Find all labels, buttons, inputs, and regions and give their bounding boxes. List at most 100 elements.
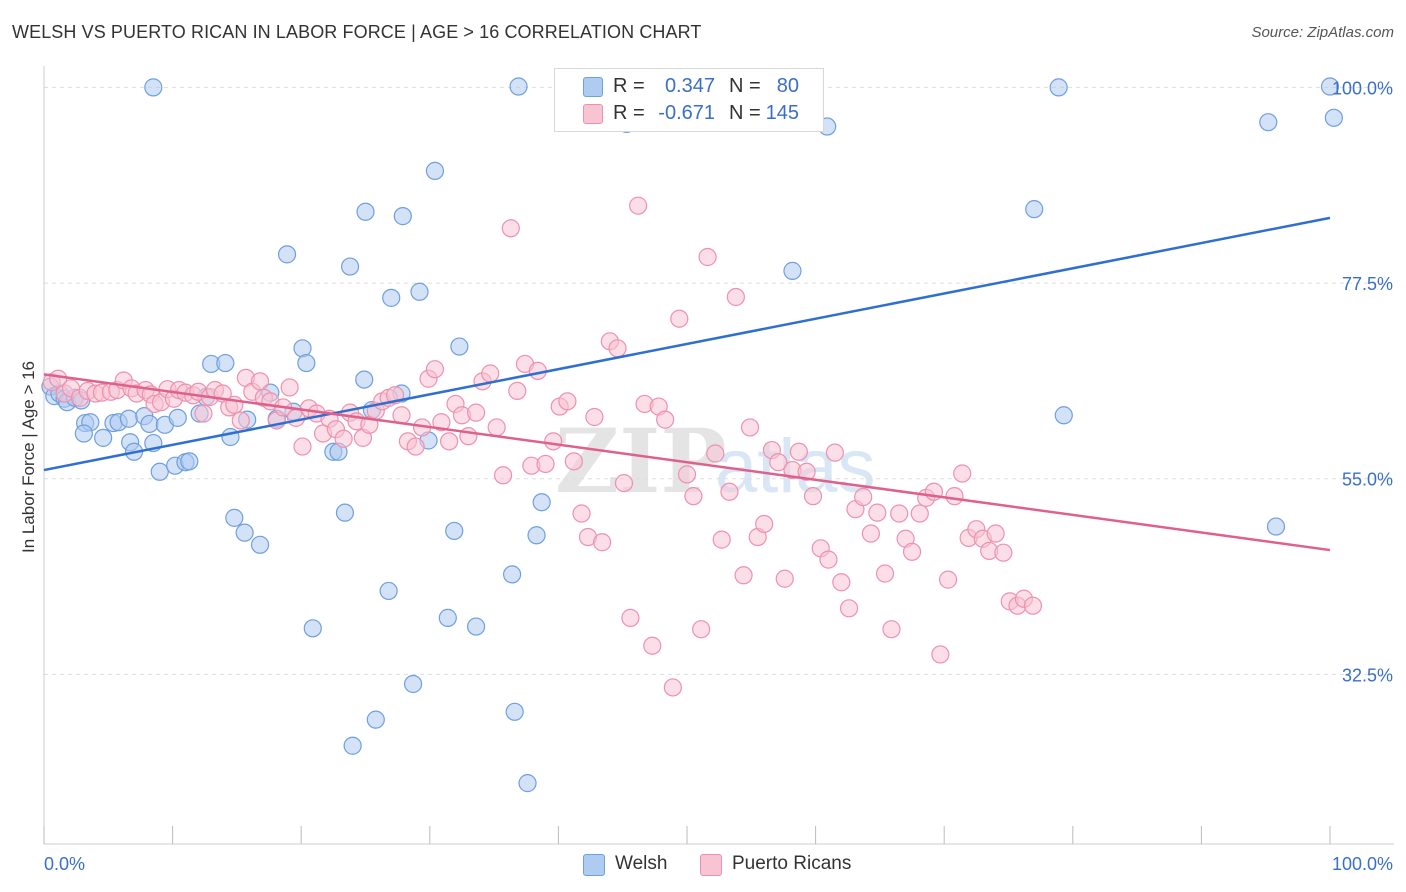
welsh-point	[168, 408, 187, 427]
puerto-rican-point	[692, 620, 711, 639]
puerto-rican-point	[712, 530, 731, 549]
welsh-point	[366, 710, 385, 729]
puerto-rican-point	[608, 339, 627, 358]
puerto-rican-point	[902, 542, 922, 561]
puerto-rican-point	[494, 466, 513, 485]
puerto-rican-point	[432, 413, 451, 432]
welsh-point	[1054, 406, 1073, 425]
puerto-rican-point	[406, 437, 425, 456]
welsh-point	[119, 409, 138, 428]
y-tick-label: 55.0%	[1342, 470, 1393, 490]
welsh-point	[144, 78, 163, 97]
puerto-rican-point	[734, 566, 753, 585]
welsh-point	[343, 736, 362, 755]
puerto-rican-point	[803, 487, 823, 506]
y-tick-label: 77.5%	[1342, 274, 1393, 294]
puerto-rican-point	[698, 247, 717, 267]
welsh-point	[235, 523, 254, 542]
puerto-rican-point	[854, 487, 873, 507]
puerto-rican-point	[861, 524, 880, 543]
puerto-rican-point	[720, 482, 739, 501]
puerto-rican-point	[572, 504, 591, 523]
puerto-rican-point	[459, 427, 478, 446]
puerto-rican-point	[789, 442, 808, 461]
puerto-rican-point	[593, 533, 612, 552]
r-label: R =	[613, 102, 645, 124]
welsh-point	[393, 207, 412, 226]
puerto-rican-point	[986, 524, 1005, 543]
axes	[43, 66, 1394, 845]
source-label: Source: ZipAtlas.com	[1251, 24, 1394, 41]
welsh-point	[356, 202, 375, 221]
puerto-rican-point	[508, 381, 527, 401]
welsh-point	[150, 462, 169, 481]
welsh-point	[1324, 108, 1343, 127]
welsh-point	[74, 424, 93, 443]
puerto-rican-point	[825, 443, 844, 462]
r-value: -0.671	[658, 102, 715, 124]
puerto-rican-point	[706, 444, 725, 463]
puerto-rican-point	[670, 309, 689, 328]
welsh-point	[438, 608, 457, 627]
welsh-point	[225, 508, 244, 527]
welsh-point	[1259, 113, 1278, 132]
welsh-point	[303, 619, 322, 638]
y-tick-label: 32.5%	[1342, 665, 1393, 685]
puerto-rican-point	[536, 454, 555, 474]
n-value: 145	[765, 102, 799, 124]
stats-legend: R = 0.347 N = 80 R = -0.671 N = 145	[554, 68, 824, 132]
welsh-swatch	[583, 77, 603, 97]
puerto-rican-point	[1023, 596, 1043, 615]
welsh-point	[503, 565, 522, 584]
welsh-point	[1320, 77, 1340, 96]
welsh-point	[403, 674, 423, 694]
welsh-point	[297, 353, 316, 373]
puerto-rican-point	[875, 564, 895, 583]
puerto-rican-trend-line	[43, 373, 1331, 552]
puerto-rican-point	[194, 404, 213, 423]
puerto-rican-point	[755, 514, 774, 534]
puerto-rican-point	[832, 573, 851, 592]
y-axis-title: In Labor Force | Age > 16	[19, 361, 38, 553]
welsh-point	[250, 535, 270, 554]
welsh-point	[382, 288, 401, 307]
welsh-point	[505, 702, 524, 721]
legend-label: Welsh	[615, 853, 668, 874]
puerto-rican-point	[481, 364, 500, 383]
welsh-point	[340, 257, 360, 276]
welsh-point	[410, 282, 429, 301]
puerto-rican-point	[868, 503, 887, 522]
legend-label: Puerto Ricans	[732, 853, 852, 874]
axis-labels: 32.5% 55.0% 77.5% 100.0% 0.0% 100.0% In Labor …	[19, 78, 1393, 874]
welsh-point	[180, 452, 199, 471]
puerto-rican-point	[797, 462, 816, 481]
r-label: R =	[613, 75, 645, 97]
puerto-rican-point	[466, 403, 486, 422]
puerto-rican-point	[656, 410, 675, 429]
puerto-rican-point	[882, 620, 901, 639]
puerto-rican-point	[910, 504, 929, 523]
puerto-rican-point	[629, 196, 648, 215]
welsh-point	[425, 161, 445, 180]
puerto-rican-point	[726, 287, 745, 307]
puerto-rican-point	[890, 504, 909, 523]
welsh-point	[379, 581, 398, 601]
legend-row-puerto-ricans: R = -0.671 N = 145	[555, 99, 823, 127]
puerto-rican-swatch	[583, 104, 603, 124]
puerto-rican-point	[621, 608, 640, 627]
puerto-rican-point	[677, 465, 697, 484]
welsh-point	[277, 245, 297, 264]
welsh-point	[527, 526, 546, 545]
puerto-rican-point	[439, 432, 459, 451]
x-tick-label: 100.0%	[1332, 854, 1393, 874]
welsh-point	[1049, 78, 1068, 97]
welsh-point	[140, 414, 159, 434]
welsh-point	[335, 503, 355, 522]
puerto-rican-point	[775, 569, 794, 588]
welsh-point	[509, 77, 528, 96]
puerto-rican-point	[250, 372, 270, 391]
puerto-rican-point	[293, 437, 312, 456]
puerto-rican-point	[231, 411, 250, 430]
puerto-rican-point	[544, 432, 563, 451]
puerto-rican-point	[931, 645, 950, 664]
